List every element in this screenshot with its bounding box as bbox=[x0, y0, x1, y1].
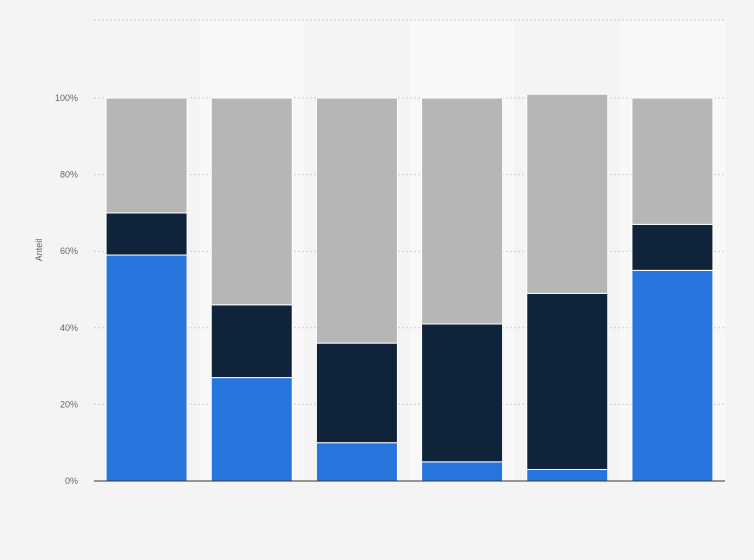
bar-segment[interactable] bbox=[210, 377, 293, 482]
bar-segment[interactable] bbox=[631, 269, 714, 482]
y-tick-label: 60% bbox=[60, 246, 78, 256]
bar-segment[interactable] bbox=[631, 223, 714, 271]
bar-segment[interactable] bbox=[526, 93, 609, 294]
bar-segment[interactable] bbox=[526, 469, 609, 482]
y-tick-label: 40% bbox=[60, 323, 78, 333]
bar-segment[interactable] bbox=[315, 342, 398, 444]
bars bbox=[105, 93, 714, 482]
bar-segment[interactable] bbox=[105, 212, 188, 256]
bar-segment[interactable] bbox=[421, 323, 504, 463]
bar-segment[interactable] bbox=[421, 461, 504, 482]
gridlines bbox=[94, 19, 725, 405]
y-tick-label: 20% bbox=[60, 399, 78, 409]
y-axis-title: Anteil bbox=[34, 239, 44, 262]
y-tick-labels: 0% 20% 40% 60% 80% 100% bbox=[55, 93, 78, 486]
y-tick-label: 100% bbox=[55, 93, 78, 103]
bar-segment[interactable] bbox=[421, 97, 504, 325]
bar-segment[interactable] bbox=[105, 254, 188, 482]
background-bands bbox=[94, 20, 725, 481]
bar-segment[interactable] bbox=[315, 97, 398, 344]
y-tick-label: 0% bbox=[65, 476, 78, 486]
bar-segment[interactable] bbox=[526, 292, 609, 471]
bar-segment[interactable] bbox=[210, 97, 293, 306]
bar-segment[interactable] bbox=[210, 304, 293, 379]
y-tick-label: 80% bbox=[60, 170, 78, 180]
bar-segment[interactable] bbox=[315, 442, 398, 482]
bar-segment[interactable] bbox=[105, 97, 188, 214]
bar-segment[interactable] bbox=[631, 97, 714, 225]
